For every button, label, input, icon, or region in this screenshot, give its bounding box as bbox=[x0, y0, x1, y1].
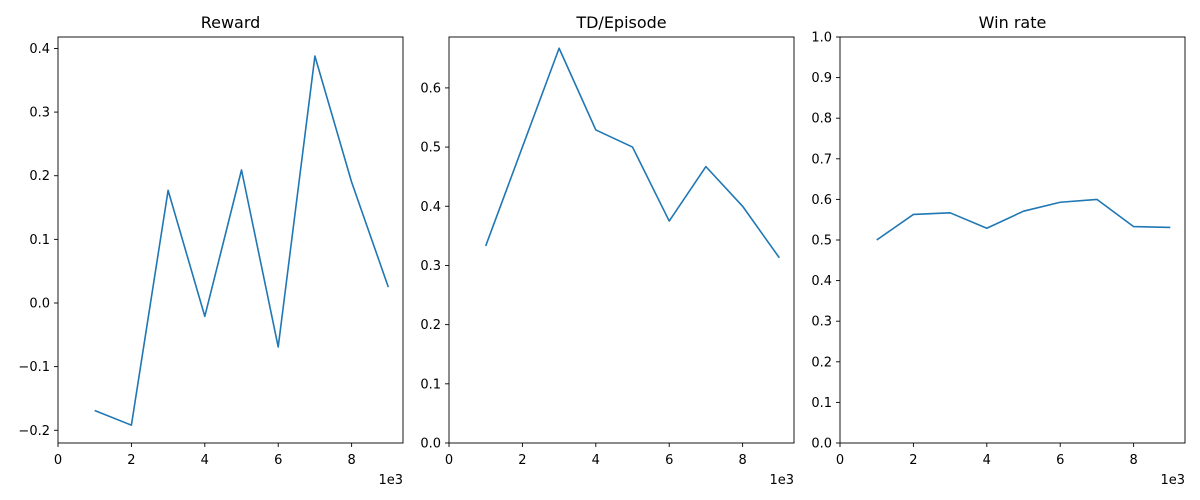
y-tick-label: −0.1 bbox=[18, 360, 50, 375]
x-tick-label: 8 bbox=[347, 453, 355, 468]
y-tick-label: 0.1 bbox=[420, 377, 441, 392]
chart-panel-1: Reward 0 2 4 6 8 −0.2 −0.1 0.0 0.1 0.2 0.3 0.4 1e3 bbox=[18, 13, 404, 488]
y-tick-label: 0.0 bbox=[420, 437, 441, 452]
y-tick-label: 0.3 bbox=[420, 259, 441, 274]
x-tick-label: 8 bbox=[738, 453, 746, 468]
series-line-1 bbox=[94, 55, 390, 426]
x-tick-label: 6 bbox=[274, 453, 282, 468]
chart-title: TD/Episode bbox=[575, 13, 666, 32]
x-tick-label: 2 bbox=[518, 453, 526, 468]
y-tick-label: 0.8 bbox=[811, 112, 832, 127]
y-tick-label: 0.4 bbox=[420, 200, 441, 215]
y-tick-label: −0.2 bbox=[18, 424, 50, 439]
x-tick-label: 2 bbox=[127, 453, 135, 468]
x-tick-label: 0 bbox=[836, 453, 844, 468]
x-axis-scale-label: 1e3 bbox=[769, 473, 794, 488]
axes-frame bbox=[57, 36, 404, 444]
chart-title: Reward bbox=[201, 13, 261, 32]
y-tick-label: 0.1 bbox=[29, 233, 50, 248]
y-tick-label: 0.2 bbox=[420, 318, 441, 333]
x-tick-label: 4 bbox=[592, 453, 600, 468]
series-line-1 bbox=[484, 47, 780, 259]
x-tick-label: 8 bbox=[1129, 453, 1137, 468]
y-tick-label: 0.3 bbox=[29, 106, 50, 121]
y-tick-label: 0.6 bbox=[420, 81, 441, 96]
x-tick-label: 6 bbox=[1056, 453, 1064, 468]
y-tick-label: 0.6 bbox=[811, 193, 832, 208]
series-line-1 bbox=[876, 198, 1171, 241]
chart-title: Win rate bbox=[979, 13, 1047, 32]
y-tick-label: 0.4 bbox=[811, 274, 832, 289]
x-tick-label: 6 bbox=[665, 453, 673, 468]
y-tick-label: 0.7 bbox=[811, 152, 832, 167]
y-tick-label: 0.9 bbox=[811, 71, 832, 86]
x-tick-label: 0 bbox=[445, 453, 453, 468]
chart-panel-3: Win rate 0 2 4 6 8 0.0 0.1 0.2 0.3 0.4 0.5 0.6 0.7 0.8… bbox=[811, 13, 1186, 488]
y-tick-label: 0.2 bbox=[29, 169, 50, 184]
x-axis-scale-label: 1e3 bbox=[378, 473, 403, 488]
y-tick-label: 0.5 bbox=[420, 141, 441, 156]
y-tick-label: 0.5 bbox=[811, 234, 832, 249]
axes-frame bbox=[448, 36, 795, 444]
y-tick-label: 1.0 bbox=[811, 31, 832, 46]
y-tick-label: 0.4 bbox=[29, 42, 50, 57]
axes-frame bbox=[839, 36, 1186, 444]
y-tick-label: 0.2 bbox=[811, 355, 832, 370]
y-tick-label: 0.3 bbox=[811, 315, 832, 330]
x-axis-scale-label: 1e3 bbox=[1160, 473, 1185, 488]
y-tick-label: 0.0 bbox=[29, 297, 50, 312]
chart-panel-2: TD/Episode 0 2 4 6 8 0.0 0.1 0.2 0.3 0.4 0.5 0.6 1e3 bbox=[420, 13, 795, 488]
y-tick-label: 0.1 bbox=[811, 396, 832, 411]
x-tick-label: 4 bbox=[983, 453, 991, 468]
x-tick-label: 4 bbox=[201, 453, 209, 468]
y-tick-label: 0.0 bbox=[811, 437, 832, 452]
x-tick-label: 0 bbox=[54, 453, 62, 468]
x-tick-label: 2 bbox=[909, 453, 917, 468]
